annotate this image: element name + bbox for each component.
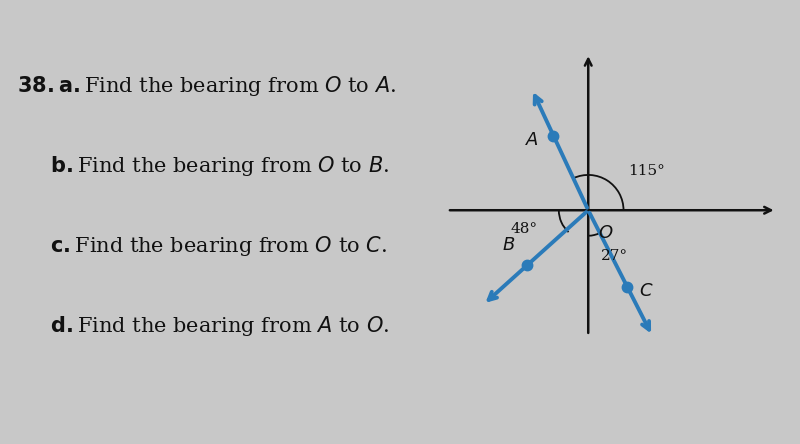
Text: $\mathbf{38. }$$\mathbf{a. }$Find the bearing from $\it{O}$ to $\it{A}$.: $\mathbf{38. }$$\mathbf{a. }$Find the be… [18, 74, 397, 98]
Text: $\mathbf{d. }$Find the bearing from $\it{A}$ to $\it{O}$.: $\mathbf{d. }$Find the bearing from $\it… [18, 314, 390, 338]
Text: $A$: $A$ [526, 131, 539, 149]
Text: $\mathbf{b. }$Find the bearing from $\it{O}$ to $\it{B}$.: $\mathbf{b. }$Find the bearing from $\it… [18, 154, 390, 178]
Text: 48°: 48° [510, 222, 538, 236]
Text: $O$: $O$ [598, 224, 613, 242]
Text: $C$: $C$ [639, 282, 654, 300]
Text: $\mathbf{c. }$Find the bearing from $\it{O}$ to $\it{C}$.: $\mathbf{c. }$Find the bearing from $\it… [18, 234, 387, 258]
Text: 27°: 27° [602, 249, 629, 263]
Text: 115°: 115° [629, 164, 666, 178]
Text: $B$: $B$ [502, 236, 515, 254]
